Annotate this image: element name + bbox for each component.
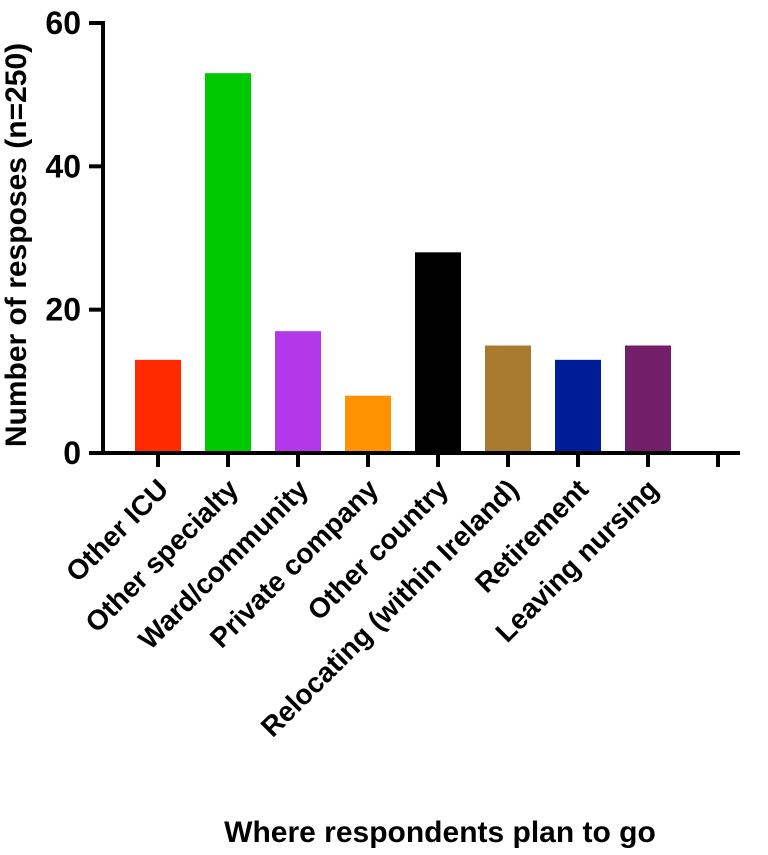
x-axis-title: Where respondents plan to go xyxy=(224,816,656,849)
bar-relocating-within-ireland xyxy=(485,345,531,453)
y-tick-label: 20 xyxy=(45,292,81,328)
bar-other-country xyxy=(415,252,461,453)
bar-private-company xyxy=(345,395,391,453)
y-tick-label: 40 xyxy=(45,148,81,184)
bar-ward-community xyxy=(275,331,321,453)
y-tick-label: 0 xyxy=(63,435,81,471)
y-tick-label: 60 xyxy=(45,5,81,41)
bar-other-specialty xyxy=(205,73,251,454)
bar-leaving-nursing xyxy=(625,345,671,453)
y-axis-title: Number of resposes (n=250) xyxy=(0,43,33,447)
bar-other-icu xyxy=(135,359,181,453)
bar-retirement xyxy=(555,359,601,453)
y-axis-ticks: 0 20 40 60 xyxy=(45,5,103,471)
bars-group xyxy=(135,73,671,454)
